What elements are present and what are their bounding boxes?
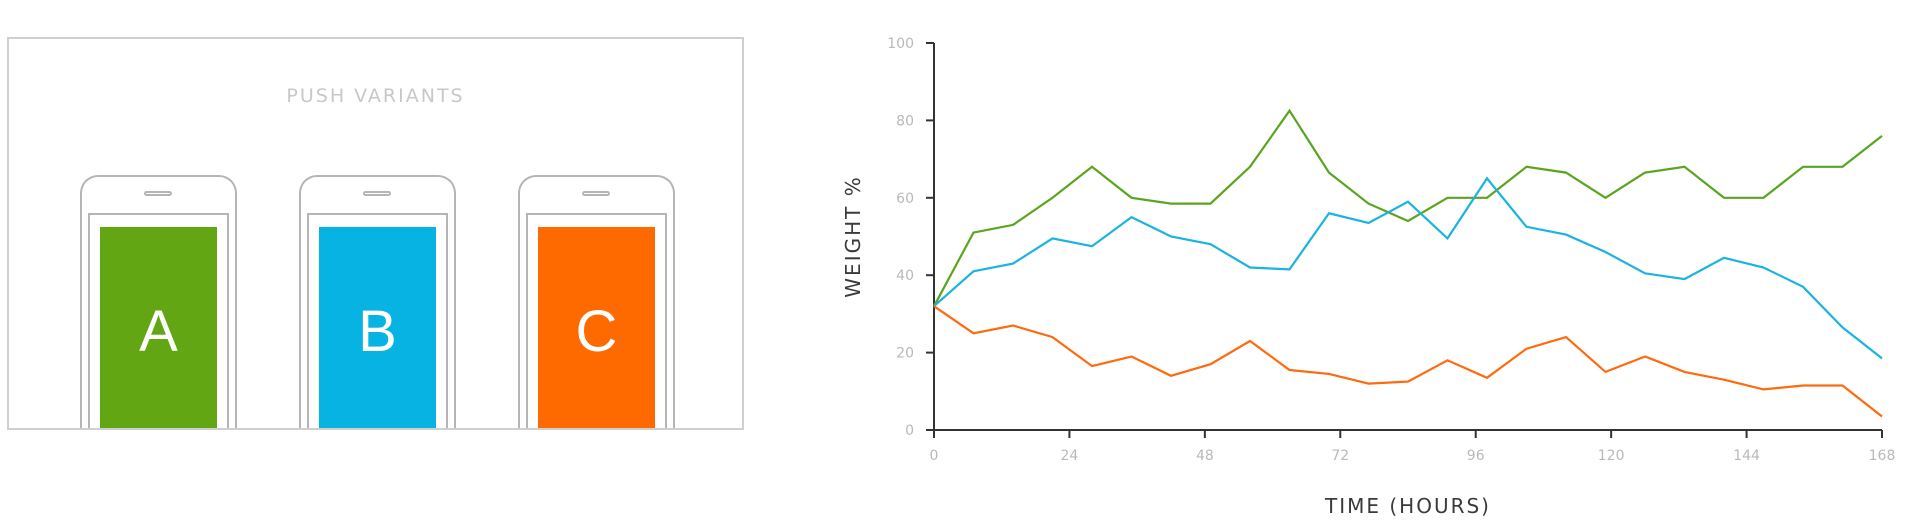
x-tick-label: 120 (1598, 448, 1625, 464)
series-line-3 (933, 305, 1883, 418)
y-tick-label: 40 (896, 268, 914, 284)
variant-a-screen: A (100, 227, 217, 428)
x-tick-label: 48 (1196, 448, 1214, 464)
phone-variant-a: A (80, 175, 237, 428)
y-tick-label: 60 (896, 191, 914, 207)
y-tick-label: 20 (896, 346, 914, 362)
phone-speaker-icon (363, 191, 391, 196)
series-line-2 (933, 176, 1883, 360)
phone-screen: B (307, 213, 448, 428)
variant-c-screen: C (538, 227, 655, 428)
push-variants-panel: PUSH VARIANTS A B C (7, 37, 744, 430)
x-tick-label: 168 (1869, 448, 1896, 464)
x-tick-label: 24 (1061, 448, 1079, 464)
y-tick-label: 0 (905, 423, 914, 439)
x-tick-label: 0 (930, 448, 939, 464)
series-line-1 (933, 108, 1883, 307)
phone-variant-b: B (299, 175, 456, 428)
phone-screen: A (88, 213, 229, 428)
panel-title: PUSH VARIANTS (286, 85, 465, 107)
phone-speaker-icon (144, 191, 172, 196)
y-tick-label: 100 (887, 36, 914, 52)
y-axis-title: WEIGHT % (841, 175, 865, 297)
phone-variant-c: C (518, 175, 675, 428)
phone-speaker-icon (582, 191, 610, 196)
x-tick-label: 96 (1467, 448, 1485, 464)
phone-screen: C (526, 213, 667, 428)
x-tick-label: 144 (1733, 448, 1760, 464)
x-axis-title: TIME (HOURS) (1324, 494, 1491, 518)
x-tick-label: 72 (1331, 448, 1349, 464)
y-tick-label: 80 (896, 113, 914, 129)
variant-b-screen: B (319, 227, 436, 428)
